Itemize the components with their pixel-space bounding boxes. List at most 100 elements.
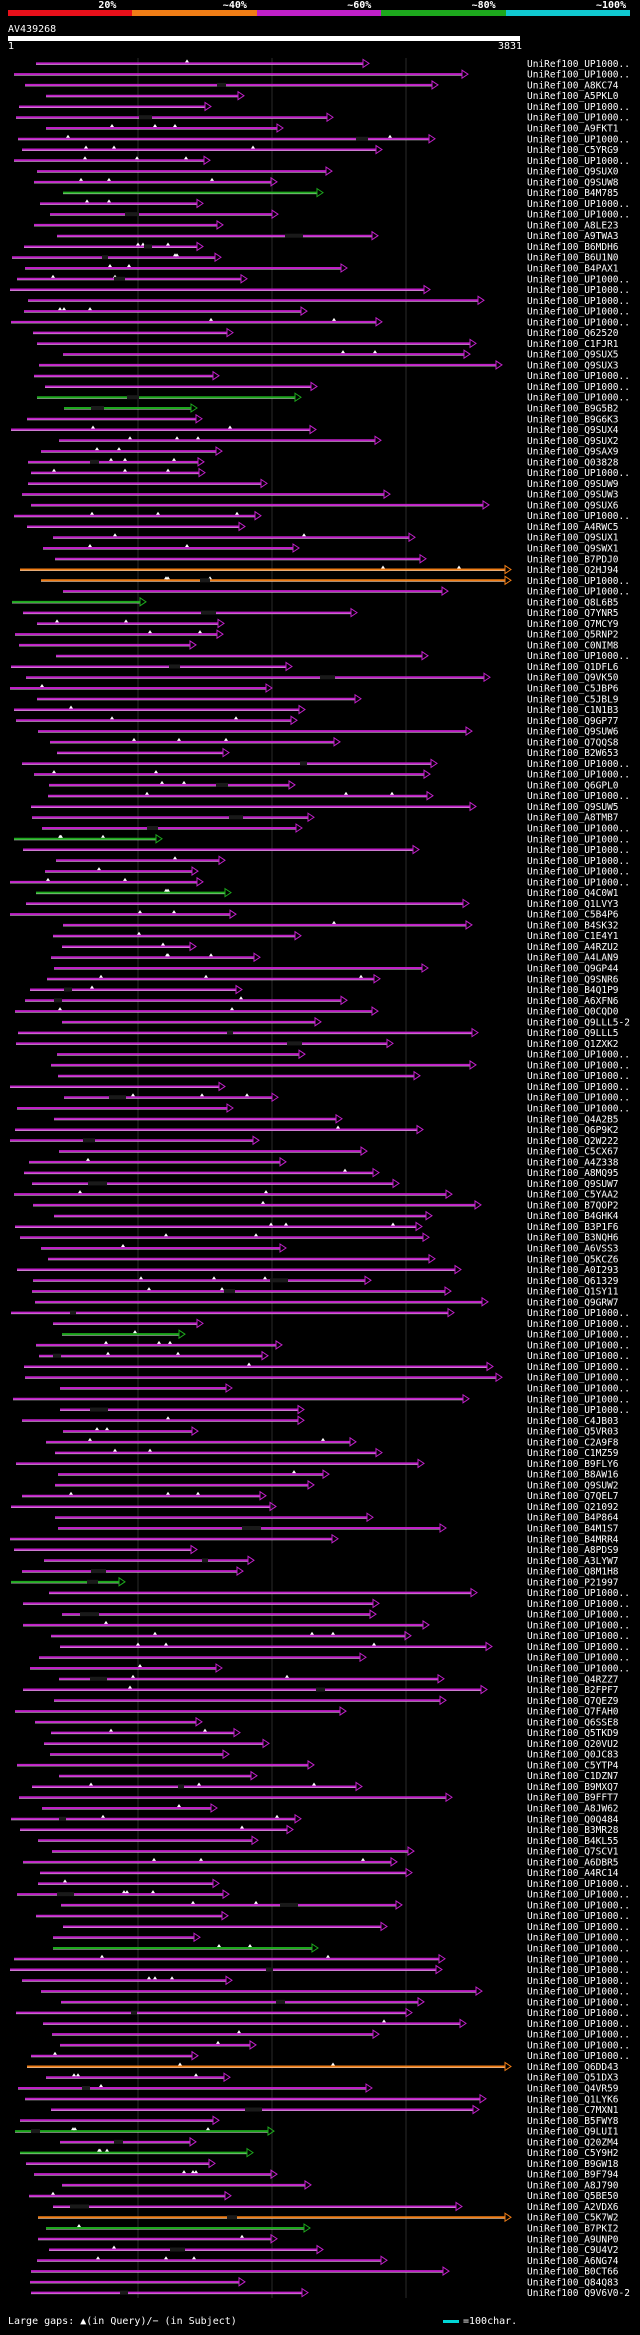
hit-row[interactable]: UniRef100_B3P1F6 bbox=[15, 1221, 619, 1233]
hit-label[interactable]: UniRef100_C5YTP4 bbox=[527, 1760, 619, 1771]
hit-label[interactable]: UniRef100_UP1000.. bbox=[527, 1308, 630, 1319]
hit-row[interactable]: UniRef100_UP1000.. bbox=[62, 1329, 630, 1341]
hit-label[interactable]: UniRef100_B7PKI2 bbox=[527, 2224, 619, 2235]
hit-row[interactable]: UniRef100_UP1000.. bbox=[23, 1619, 630, 1631]
hit-label[interactable]: UniRef100_Q21092 bbox=[527, 1502, 619, 1513]
hit-row[interactable]: UniRef100_UP1000.. bbox=[41, 575, 630, 587]
hit-label[interactable]: UniRef100_Q51DX3 bbox=[527, 2073, 619, 2084]
hit-label[interactable]: UniRef100_UP1000.. bbox=[527, 759, 630, 770]
hit-label[interactable]: UniRef100_UP1000.. bbox=[527, 587, 630, 598]
hit-row[interactable]: UniRef100_Q1DFL6 bbox=[11, 661, 619, 673]
hit-row[interactable]: UniRef100_UP1000.. bbox=[60, 1641, 630, 1653]
hit-row[interactable]: UniRef100_UP1000.. bbox=[61, 1996, 630, 2008]
hit-label[interactable]: UniRef100_UP1000.. bbox=[527, 1082, 630, 1093]
hit-row[interactable]: UniRef100_B4M785 bbox=[63, 187, 619, 199]
hit-row[interactable]: UniRef100_C5JBL9 bbox=[37, 693, 619, 705]
hit-label[interactable]: UniRef100_UP1000.. bbox=[527, 102, 630, 113]
hit-row[interactable]: UniRef100_UP1000.. bbox=[39, 1652, 630, 1664]
hit-label[interactable]: UniRef100_Q0JC83 bbox=[527, 1750, 619, 1761]
hit-label[interactable]: UniRef100_Q9SUW5 bbox=[527, 802, 619, 813]
hit-label[interactable]: UniRef100_UP1000.. bbox=[527, 1954, 630, 1965]
hit-row[interactable]: UniRef100_A8PDS9 bbox=[14, 1544, 619, 1556]
hit-label[interactable]: UniRef100_B4M785 bbox=[527, 188, 619, 199]
hit-label[interactable]: UniRef100_UP1000.. bbox=[527, 296, 630, 307]
hit-row[interactable]: UniRef100_Q9SAX9 bbox=[41, 446, 619, 458]
hit-row[interactable]: UniRef100_Q84Q83 bbox=[30, 2276, 619, 2288]
hit-label[interactable]: UniRef100_A5PKL0 bbox=[527, 91, 619, 102]
hit-label[interactable]: UniRef100_B4PAX1 bbox=[527, 264, 619, 275]
hit-label[interactable]: UniRef100_Q9SUX5 bbox=[527, 350, 619, 361]
hit-row[interactable]: UniRef100_A3LYW7 bbox=[44, 1555, 619, 1567]
hit-row[interactable]: UniRef100_Q0JC83 bbox=[50, 1749, 619, 1761]
hit-label[interactable]: UniRef100_C1MZ59 bbox=[527, 1448, 619, 1459]
hit-row[interactable]: UniRef100_Q8M1H8 bbox=[22, 1566, 619, 1578]
hit-label[interactable]: UniRef100_UP1000.. bbox=[527, 576, 630, 587]
hit-label[interactable]: UniRef100_UP1000.. bbox=[527, 1588, 630, 1599]
hit-label[interactable]: UniRef100_UP1000.. bbox=[527, 274, 630, 285]
hit-label[interactable]: UniRef100_A8KC74 bbox=[527, 80, 619, 91]
hit-label[interactable]: UniRef100_UP1000.. bbox=[527, 1104, 630, 1115]
hit-row[interactable]: UniRef100_Q1ZXK2 bbox=[16, 1038, 619, 1050]
hit-label[interactable]: UniRef100_A4RZU2 bbox=[527, 942, 619, 953]
hit-label[interactable]: UniRef100_Q9GP77 bbox=[527, 716, 619, 727]
hit-row[interactable]: UniRef100_B5FWY8 bbox=[20, 2115, 619, 2127]
hit-label[interactable]: UniRef100_Q9LUI1 bbox=[527, 2127, 619, 2138]
hit-row[interactable]: UniRef100_Q7FAH0 bbox=[15, 1706, 619, 1718]
hit-row[interactable]: UniRef100_Q7SCV1 bbox=[52, 1846, 619, 1858]
hit-label[interactable]: UniRef100_UP1000.. bbox=[527, 1620, 630, 1631]
hit-label[interactable]: UniRef100_Q6SSE8 bbox=[527, 1717, 619, 1728]
hit-row[interactable]: UniRef100_A8J790 bbox=[62, 2179, 619, 2191]
hit-label[interactable]: UniRef100_UP1000.. bbox=[527, 2051, 630, 2062]
hit-row[interactable]: UniRef100_Q9LUI1 bbox=[15, 2126, 619, 2138]
hit-label[interactable]: UniRef100_Q03828 bbox=[527, 457, 619, 468]
hit-row[interactable]: UniRef100_C1MZ59 bbox=[55, 1447, 619, 1459]
hit-row[interactable]: UniRef100_Q9GP77 bbox=[16, 715, 619, 727]
hit-label[interactable]: UniRef100_B9G5B2 bbox=[527, 404, 619, 415]
hit-row[interactable]: UniRef100_UP1000.. bbox=[52, 2029, 630, 2041]
hit-label[interactable]: UniRef100_A3LYW7 bbox=[527, 1556, 619, 1567]
hit-label[interactable]: UniRef100_UP1000.. bbox=[527, 468, 630, 479]
hit-row[interactable]: UniRef100_UP1000.. bbox=[51, 1059, 630, 1071]
hit-label[interactable]: UniRef100_UP1000.. bbox=[527, 1922, 630, 1933]
hit-label[interactable]: UniRef100_UP1000.. bbox=[527, 1610, 630, 1621]
hit-row[interactable]: UniRef100_C1FJR1 bbox=[37, 338, 619, 350]
hit-row[interactable]: UniRef100_Q8L6B5 bbox=[12, 596, 619, 608]
hit-label[interactable]: UniRef100_C9U4V2 bbox=[527, 2245, 619, 2256]
hit-row[interactable]: UniRef100_C2A9F8 bbox=[46, 1436, 619, 1448]
hit-label[interactable]: UniRef100_Q7QEL7 bbox=[527, 1491, 619, 1502]
hit-row[interactable]: UniRef100_Q4A2B5 bbox=[54, 1113, 619, 1125]
hit-row[interactable]: UniRef100_UP1000.. bbox=[31, 2050, 630, 2062]
hit-label[interactable]: UniRef100_A4Z338 bbox=[527, 1157, 619, 1168]
hit-label[interactable]: UniRef100_B8AW16 bbox=[527, 1470, 619, 1481]
hit-row[interactable]: UniRef100_A4Z338 bbox=[29, 1156, 619, 1168]
hit-row[interactable]: UniRef100_A9TWA3 bbox=[57, 230, 619, 242]
hit-label[interactable]: UniRef100_Q4VR59 bbox=[527, 2084, 619, 2095]
hit-label[interactable]: UniRef100_B5FWY8 bbox=[527, 2116, 619, 2127]
hit-row[interactable]: UniRef100_UP1000.. bbox=[61, 1899, 630, 1911]
hit-row[interactable]: UniRef100_Q03828 bbox=[28, 456, 619, 468]
hit-label[interactable]: UniRef100_UP1000.. bbox=[527, 1653, 630, 1664]
hit-label[interactable]: UniRef100_Q5KCZ6 bbox=[527, 1254, 619, 1265]
hit-label[interactable]: UniRef100_C5K7W2 bbox=[527, 2213, 619, 2224]
hit-row[interactable]: UniRef100_B9MXQ7 bbox=[32, 1781, 619, 1793]
hit-label[interactable]: UniRef100_B6MDH6 bbox=[527, 242, 619, 253]
hit-label[interactable]: UniRef100_UP1000.. bbox=[527, 1340, 630, 1351]
hit-label[interactable]: UniRef100_B4P864 bbox=[527, 1513, 619, 1524]
hit-row[interactable]: UniRef100_UP1000.. bbox=[25, 1372, 630, 1384]
hit-row[interactable]: UniRef100_UP1000.. bbox=[10, 284, 630, 296]
hit-row[interactable]: UniRef100_Q6P9K2 bbox=[15, 1124, 619, 1136]
hit-row[interactable]: UniRef100_B4PAX1 bbox=[25, 263, 619, 275]
hit-row[interactable]: UniRef100_B2W653 bbox=[57, 747, 619, 759]
hit-row[interactable]: UniRef100_Q5BE50 bbox=[29, 2190, 619, 2202]
hit-row[interactable]: UniRef100_UP1000.. bbox=[42, 823, 630, 835]
hit-row[interactable]: UniRef100_C1N1B3 bbox=[14, 704, 619, 716]
hit-row[interactable]: UniRef100_C9U4V2 bbox=[49, 2244, 619, 2256]
hit-row[interactable]: UniRef100_Q9GP44 bbox=[54, 963, 619, 975]
hit-row[interactable]: UniRef100_Q9SNR6 bbox=[47, 973, 619, 985]
hit-label[interactable]: UniRef100_UP1000.. bbox=[527, 1394, 630, 1405]
hit-row[interactable]: UniRef100_C5JBP6 bbox=[10, 683, 619, 695]
hit-label[interactable]: UniRef100_A6DBR5 bbox=[527, 1857, 619, 1868]
hit-label[interactable]: UniRef100_UP1000.. bbox=[527, 651, 630, 662]
hit-row[interactable]: UniRef100_UP1000.. bbox=[22, 1975, 630, 1987]
hit-row[interactable]: UniRef100_Q20ZM4 bbox=[60, 2136, 619, 2148]
